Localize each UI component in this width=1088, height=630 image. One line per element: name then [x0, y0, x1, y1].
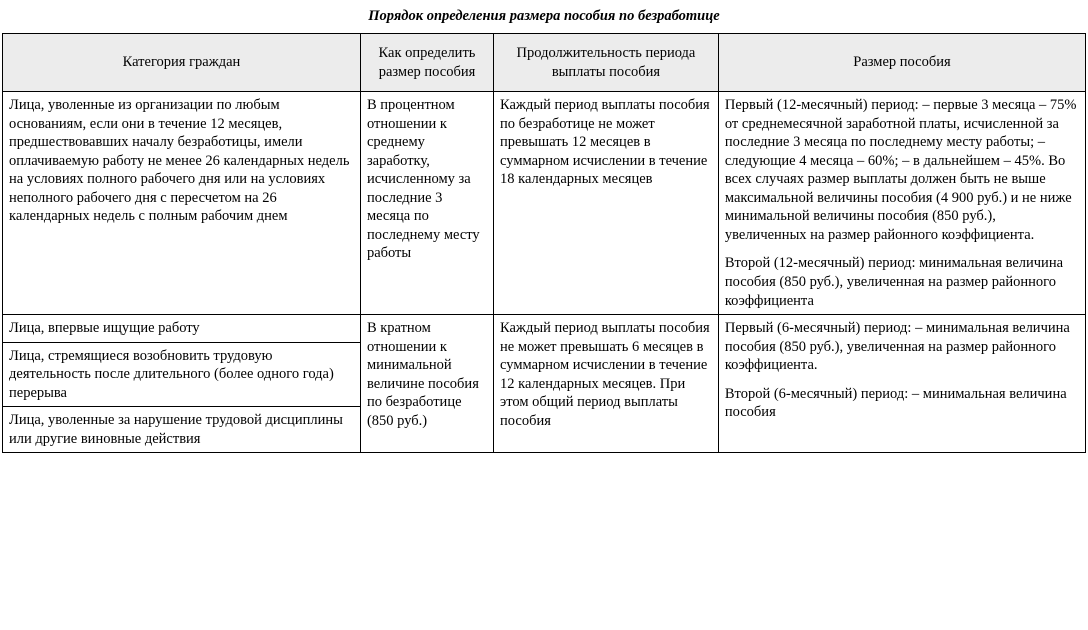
size-period-1: Первый (6-месячный) период: – минимальна… [725, 320, 1070, 373]
cell-size: Первый (6-месячный) период: – минимальна… [718, 315, 1085, 453]
table-row: Лица, уволенные из организации по любым … [3, 92, 1086, 315]
cell-method: В процентном отношении к среднему зарабо… [360, 92, 493, 315]
benefits-table: Категория граждан Как определить размер … [2, 33, 1086, 453]
cell-duration: Каждый период выплаты пособия не может п… [494, 315, 719, 453]
cell-category: Лица, уволенные за нарушение трудовой ди… [3, 407, 361, 453]
size-period-1: Первый (12-месячный) период: – первые 3 … [725, 97, 1077, 243]
header-category: Категория граждан [3, 34, 361, 92]
size-period-2: Второй (6-месячный) период: – минимальна… [725, 386, 1067, 421]
table-header-row: Категория граждан Как определить размер … [3, 34, 1086, 92]
table-row: Лица, впервые ищущие работу В кратном от… [3, 315, 1086, 343]
header-method: Как определить размер пособия [360, 34, 493, 92]
cell-duration: Каждый период выплаты пособия по безрабо… [494, 92, 719, 315]
header-duration: Продолжительность периода выплаты пособи… [494, 34, 719, 92]
header-size: Размер пособия [718, 34, 1085, 92]
cell-category: Лица, стремящиеся возобновить трудовую д… [3, 342, 361, 407]
size-period-2: Второй (12-месячный) период: минимальная… [725, 255, 1063, 308]
cell-size: Первый (12-месячный) период: – первые 3 … [718, 92, 1085, 315]
cell-category: Лица, уволенные из организации по любым … [3, 92, 361, 315]
document-title: Порядок определения размера пособия по б… [0, 0, 1088, 33]
cell-category: Лица, впервые ищущие работу [3, 315, 361, 343]
cell-method: В кратном отношении к минимальной величи… [360, 315, 493, 453]
